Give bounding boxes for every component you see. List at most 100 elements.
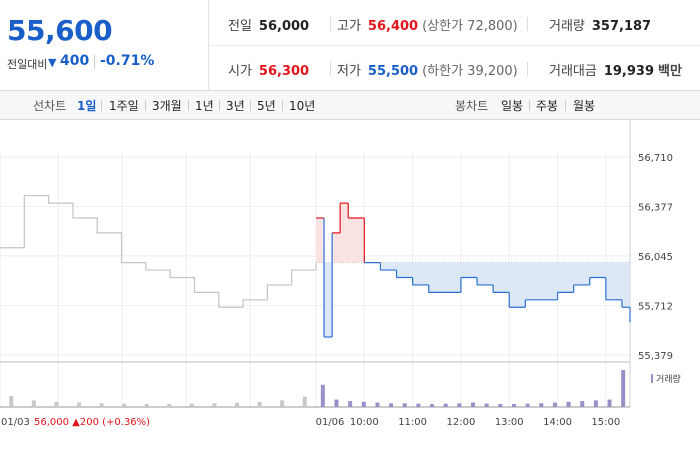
volume-bar [607,399,612,407]
x-tick-label: 01/03 [1,417,30,428]
x-tick-label: 13:00 [495,417,524,428]
volume-bar [498,404,503,407]
volume-bar [430,404,435,407]
volume-bar [443,403,448,407]
x-tick-label: 12:00 [447,417,476,428]
volume-bar [212,403,217,407]
volume-bar [525,403,530,407]
x-tick-label: 15:00 [591,417,620,428]
volume-bar [320,384,325,407]
volume-bar [375,402,380,407]
divider [101,100,102,111]
volume-bar [235,402,239,407]
y-tick-label: 55,379 [638,351,673,362]
volume-bar [122,403,127,407]
change-label: 전일대비 [7,58,48,71]
divider [330,17,331,31]
divider [94,55,95,69]
below-prev-close-fill [316,203,630,337]
quote-panel: 55,600 전일대비 ▼ 400 -0.71% 전일 56,000 고가 56,4… [0,0,700,91]
high-stat: 고가 56,400 (상한가 72,800) [337,15,518,34]
prev-day-summary: 56,000 ▲200 (+0.36%) [34,417,150,428]
volume-bar [280,400,285,407]
period-3y[interactable]: 3년 [226,99,245,113]
period-1y[interactable]: 1년 [195,99,214,113]
open-label: 시가 [228,64,252,79]
volume-bar [402,403,407,407]
volume-bar [511,404,516,407]
volume-bar [167,404,172,407]
candle-weekly[interactable]: 주봉 [536,99,559,113]
upper-limit: (상한가 72,800) [422,19,518,34]
y-tick-label: 56,710 [638,153,673,164]
candle-chart-label: 봉차트 [455,99,489,113]
y-tick-label: 56,377 [638,203,673,214]
volume-bar [361,401,366,407]
prev-close-value: 56,000 [258,19,310,34]
down-triangle-icon: ▼ [48,56,57,69]
change-percent: -0.71% [100,53,155,69]
volume-bar [484,403,489,407]
volume-legend-swatch [651,374,653,383]
divider [219,100,220,111]
low-label: 저가 [337,64,361,79]
volume-bar [552,402,557,407]
prev-close-stat: 전일 56,000 [228,15,309,34]
volume-value: 357,187 [591,19,652,34]
trade-value-value: 19,939 [603,64,655,79]
low-stat: 저가 55,500 (하한가 39,200) [337,60,518,79]
candle-monthly[interactable]: 월봉 [573,99,596,113]
line-chart-label: 선차트 [33,99,67,113]
divider [209,45,700,46]
divider [145,100,146,111]
change-amount: 400 [60,53,90,69]
volume-bar [77,402,81,407]
volume-bar [257,401,262,407]
chart-toolbar: 선차트 1일 1주일 3개월 1년 3년 5년 10년 봉차트 일봉 주봉 월봉 [0,91,700,120]
volume-bar [457,403,462,407]
trade-value-label: 거래대금 [549,64,597,79]
period-10y[interactable]: 10년 [289,99,316,113]
lower-limit: (하한가 39,200) [422,64,518,79]
price-lines [0,195,631,338]
volume-stat: 거래량 357,187 [549,15,651,34]
divider [250,100,251,111]
volume-bar [593,400,598,407]
volume-label: 거래량 [549,19,585,34]
divider [565,100,566,111]
volume-bar [621,370,626,407]
volume-legend-label: 거래량 [656,373,681,385]
prev-close-label: 전일 [228,19,252,34]
period-1d[interactable]: 1일 [77,99,97,113]
current-price-box: 55,600 전일대비 ▼ 400 -0.71% [0,0,209,90]
volume-bar [31,400,36,407]
period-5y[interactable]: 5년 [257,99,276,113]
volume-bar [99,403,104,407]
period-1w[interactable]: 1주일 [109,99,139,113]
volume-bar [334,399,339,407]
price-chart: 56,710 56,377 56,045 55,712 55,379 거래량 01/03 01… [0,120,681,428]
trade-value-stat: 거래대금 19,939 백만 [549,60,682,79]
volume-bar [539,403,544,407]
divider [527,62,528,76]
volume-bars [9,370,626,407]
high-label: 고가 [337,19,361,34]
candle-daily[interactable]: 일봉 [501,99,524,113]
volume-bar [54,401,59,407]
volume-bar [389,403,394,407]
open-value: 56,300 [258,64,310,79]
low-value: 55,500 [367,64,419,79]
volume-bar [416,403,421,407]
volume-bar [189,403,194,407]
x-tick-label: 11:00 [398,417,427,428]
below-prev-close-area [316,262,630,337]
period-3m[interactable]: 3개월 [152,99,182,113]
volume-bar [566,401,571,407]
volume-bar [302,396,307,407]
y-tick-label: 55,712 [638,301,673,312]
divider [529,100,530,111]
divider [282,100,283,111]
high-value: 56,400 [367,19,419,34]
divider [330,62,331,76]
volume-bar [144,404,149,407]
